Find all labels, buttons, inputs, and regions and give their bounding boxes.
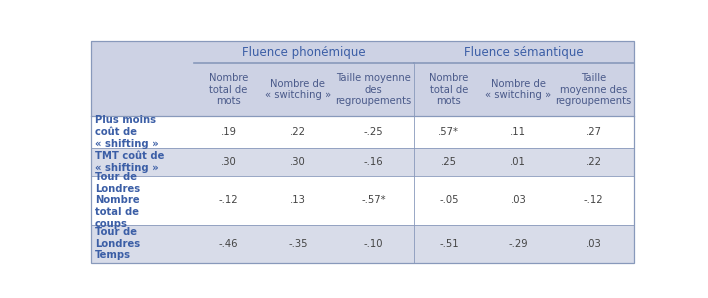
Bar xyxy=(91,148,634,176)
Text: Nombre de
« switching »: Nombre de « switching » xyxy=(485,79,552,100)
Bar xyxy=(91,116,634,148)
Text: -.05: -.05 xyxy=(439,195,459,205)
Bar xyxy=(91,63,634,116)
Text: Plus moins
coût de
« shifting »: Plus moins coût de « shifting » xyxy=(95,115,159,148)
Text: TMT coût de
« shifting »: TMT coût de « shifting » xyxy=(95,151,164,173)
Text: Nombre de
« switching »: Nombre de « switching » xyxy=(265,79,331,100)
Bar xyxy=(91,41,634,63)
Text: -.35: -.35 xyxy=(288,239,308,249)
Text: .11: .11 xyxy=(510,127,526,137)
Text: .22: .22 xyxy=(290,127,306,137)
Text: -.16: -.16 xyxy=(364,157,383,167)
Text: .30: .30 xyxy=(221,157,236,167)
Text: Taille
moyenne des
regroupements: Taille moyenne des regroupements xyxy=(556,73,632,106)
Text: .19: .19 xyxy=(221,127,236,137)
Text: .25: .25 xyxy=(441,157,457,167)
Text: Tour de
Londres
Nombre
total de
coups: Tour de Londres Nombre total de coups xyxy=(95,172,140,229)
Text: .27: .27 xyxy=(586,127,602,137)
Text: -.29: -.29 xyxy=(508,239,528,249)
Text: .03: .03 xyxy=(510,195,526,205)
Text: -.12: -.12 xyxy=(584,195,603,205)
Text: Fluence phonémique: Fluence phonémique xyxy=(242,46,366,59)
Text: Tour de
Londres
Temps: Tour de Londres Temps xyxy=(95,227,140,260)
Text: .01: .01 xyxy=(510,157,526,167)
Text: Taille moyenne
des
regroupements: Taille moyenne des regroupements xyxy=(336,73,411,106)
Text: -.57*: -.57* xyxy=(361,195,386,205)
Text: -.12: -.12 xyxy=(219,195,239,205)
Bar xyxy=(91,225,634,263)
Text: .22: .22 xyxy=(586,157,602,167)
Text: Fluence sémantique: Fluence sémantique xyxy=(464,46,584,59)
Text: -.51: -.51 xyxy=(439,239,459,249)
Bar xyxy=(91,176,634,225)
Text: .03: .03 xyxy=(586,239,602,249)
Text: .30: .30 xyxy=(290,157,306,167)
Text: Nombre
total de
mots: Nombre total de mots xyxy=(209,73,249,106)
Text: Nombre
total de
mots: Nombre total de mots xyxy=(429,73,469,106)
Text: -.46: -.46 xyxy=(219,239,239,249)
Text: -.10: -.10 xyxy=(364,239,383,249)
Text: -.25: -.25 xyxy=(364,127,383,137)
Text: .57*: .57* xyxy=(438,127,459,137)
Text: .13: .13 xyxy=(290,195,306,205)
